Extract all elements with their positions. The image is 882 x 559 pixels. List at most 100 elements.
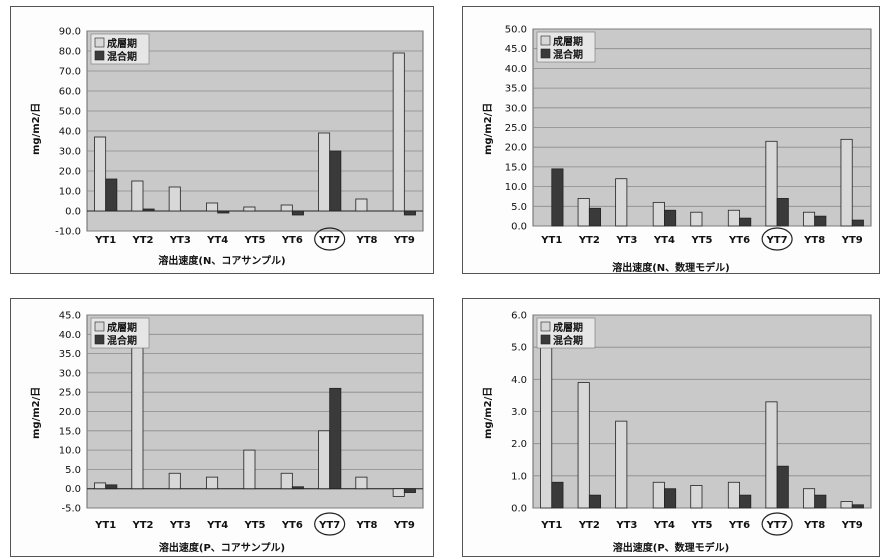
highlight-circle (314, 227, 346, 251)
x-axis-label: 溶出速度(P、コアサンプル) (158, 543, 286, 554)
x-tick-label: YT6 (728, 235, 750, 246)
x-tick-label: YT8 (355, 520, 377, 531)
x-tick-label: YT9 (393, 520, 415, 531)
bar-chart: -5.0 0.0 5.0 10.0 15.0 20.0 25.0 30.0 35.0 40.0 45… (59, 311, 424, 536)
bar (243, 206, 256, 212)
bar (318, 430, 331, 490)
legend-swatch (540, 35, 551, 46)
legend-label: 成層期 (553, 321, 583, 334)
bar (851, 219, 864, 227)
x-tick-label: YT3 (615, 520, 637, 531)
x-tick-label: YT1 (540, 235, 562, 246)
x-axis-label: 溶出速度(N、数理モデル) (612, 263, 730, 274)
bar (168, 472, 181, 490)
y-tick-label: -10.0 (55, 227, 81, 238)
bar (588, 207, 602, 227)
y-tick-label: 0.0 (511, 222, 527, 233)
x-tick-label: YT2 (131, 520, 153, 531)
bar (291, 210, 304, 216)
y-tick-label: 35.0 (59, 349, 81, 360)
legend-swatch (94, 37, 105, 48)
x-tick-label: YT9 (393, 235, 415, 246)
y-tick-label: 40.0 (59, 330, 81, 341)
x-tick-label: YT7 (766, 520, 788, 531)
bar (690, 211, 703, 227)
y-tick-label: 0.0 (511, 504, 527, 515)
x-tick-label: YT4 (653, 520, 675, 531)
bar (94, 136, 107, 212)
y-tick-label: 25.0 (59, 388, 81, 399)
bar (765, 401, 778, 509)
bar (403, 488, 416, 493)
y-tick-label: 45.0 (505, 44, 527, 55)
y-tick-label: 40.0 (59, 127, 81, 138)
y-tick-label: 0.0 (65, 484, 81, 495)
bar (577, 382, 590, 509)
bar (814, 215, 827, 227)
x-tick-label: YT8 (355, 235, 377, 246)
bar (329, 387, 342, 490)
bar (615, 420, 628, 509)
x-tick-label: YT2 (578, 235, 600, 246)
bar (727, 481, 740, 509)
y-tick-label: 30.0 (59, 147, 81, 158)
bar (551, 168, 564, 227)
y-tick-label: 30.0 (59, 368, 81, 379)
y-tick-label: 4.0 (511, 375, 527, 386)
bar (765, 140, 778, 227)
x-tick-label: YT7 (318, 520, 340, 531)
chart-panel-p-model: mg/m2/日 溶出速度(P、数理モデル) 0.0 1.0 2.0 3.0 4.0 5.0… (462, 298, 880, 557)
bar (105, 484, 118, 490)
legend-label: 混合期 (553, 334, 583, 347)
y-tick-label: 90.0 (59, 27, 81, 38)
y-tick-label: 2.0 (511, 439, 527, 450)
x-tick-label: YT1 (94, 235, 116, 246)
x-tick-label: YT7 (766, 235, 788, 246)
bar (615, 178, 628, 227)
bar (142, 208, 155, 212)
bar (392, 52, 405, 212)
legend-label: 混合期 (107, 50, 137, 63)
y-tick-label: 50.0 (59, 107, 81, 118)
x-tick-label: YT3 (615, 235, 637, 246)
legend-swatch (94, 321, 105, 332)
x-axis-label: 溶出速度(P、数理モデル) (612, 543, 730, 554)
legend-swatch (540, 48, 551, 59)
bar (355, 198, 368, 212)
bar-chart: 0.0 5.0 10.0 15.0 20.0 25.0 30.0 35.0 40.0 45.0 50… (505, 25, 872, 251)
bar (206, 476, 219, 490)
x-tick-label: YT4 (653, 235, 675, 246)
x-tick-label: YT5 (690, 520, 712, 531)
bar (243, 449, 256, 490)
bar-chart: 0.0 1.0 2.0 3.0 4.0 5.0 6.0 YT1 YT2 YT3 YT4 YT5 YT6 Y… (511, 311, 872, 536)
y-tick-label: 45.0 (59, 311, 81, 322)
y-tick-label: 80.0 (59, 47, 81, 58)
bar (131, 180, 144, 212)
legend-label: 成層期 (553, 35, 583, 48)
y-tick-label: 25.0 (505, 123, 527, 134)
y-tick-label: 5.0 (511, 343, 527, 354)
bar (291, 486, 304, 490)
y-tick-label: 3.0 (511, 407, 527, 418)
x-tick-label: YT7 (318, 235, 340, 246)
legend-label: 混合期 (553, 48, 583, 61)
bar (318, 132, 331, 212)
y-tick-label: 20.0 (505, 143, 527, 154)
x-tick-label: YT5 (243, 520, 265, 531)
x-tick-label: YT8 (803, 235, 825, 246)
bar (739, 217, 752, 227)
x-axis-label: 溶出速度(N、コアサンプル) (158, 256, 286, 267)
bar (814, 494, 827, 509)
y-tick-label: 20.0 (59, 407, 81, 418)
highlight-circle (761, 227, 793, 251)
bar (206, 202, 219, 212)
bar (355, 476, 368, 490)
bar (840, 138, 853, 227)
bar (727, 209, 740, 227)
legend-swatch (540, 334, 551, 345)
bar (577, 198, 590, 227)
bar (802, 211, 816, 227)
bar (329, 150, 342, 212)
bar (851, 504, 864, 509)
x-tick-label: YT4 (206, 235, 228, 246)
